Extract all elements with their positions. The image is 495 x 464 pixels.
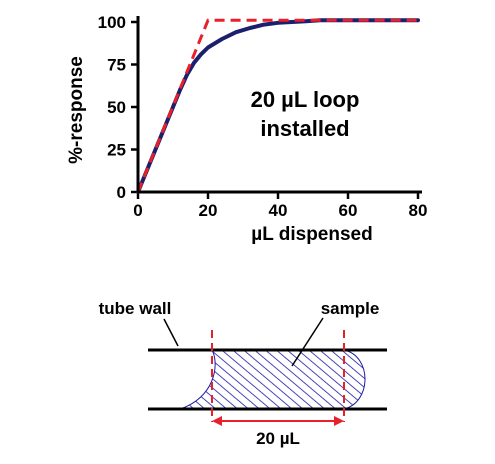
x-tick-label: 20	[199, 201, 218, 220]
response-chart: 0 25 50 75 100 0 20 40 60 80 %-response µL dispe…	[66, 13, 427, 245]
x-tick-label: 80	[409, 201, 428, 220]
ideal-response-line	[136, 18, 418, 193]
y-tick-label: 75	[107, 56, 126, 75]
tube-wall-pointer	[163, 318, 179, 347]
volume-arrow-left	[212, 416, 222, 426]
annotation-line-2: installed	[260, 116, 349, 141]
y-axis-ticks: 0 25 50 75 100	[98, 13, 138, 202]
y-tick-label: 25	[107, 141, 126, 160]
y-tick-label: 0	[117, 183, 126, 202]
x-tick-label: 40	[269, 201, 288, 220]
x-tick-label: 60	[339, 201, 358, 220]
x-axis-title: µL dispensed	[251, 224, 372, 245]
x-axis-ticks: 0 20 40 60 80	[133, 192, 427, 220]
tube-diagram: tube wall sample 20 µL	[99, 299, 387, 448]
y-tick-label: 50	[107, 98, 126, 117]
sample-label: sample	[321, 299, 380, 318]
annotation-line-1: 20 µL loop	[251, 87, 360, 112]
volume-label: 20 µL	[256, 429, 300, 448]
y-axis-title: %-response	[66, 56, 87, 164]
series-layer	[136, 18, 420, 194]
sample-pointer	[291, 317, 324, 367]
sample-hatched-region	[179, 349, 366, 410]
y-tick-label: 100	[98, 13, 126, 32]
tube-wall-label: tube wall	[99, 299, 172, 318]
x-tick-label: 0	[133, 201, 142, 220]
volume-arrow-right	[334, 416, 344, 426]
